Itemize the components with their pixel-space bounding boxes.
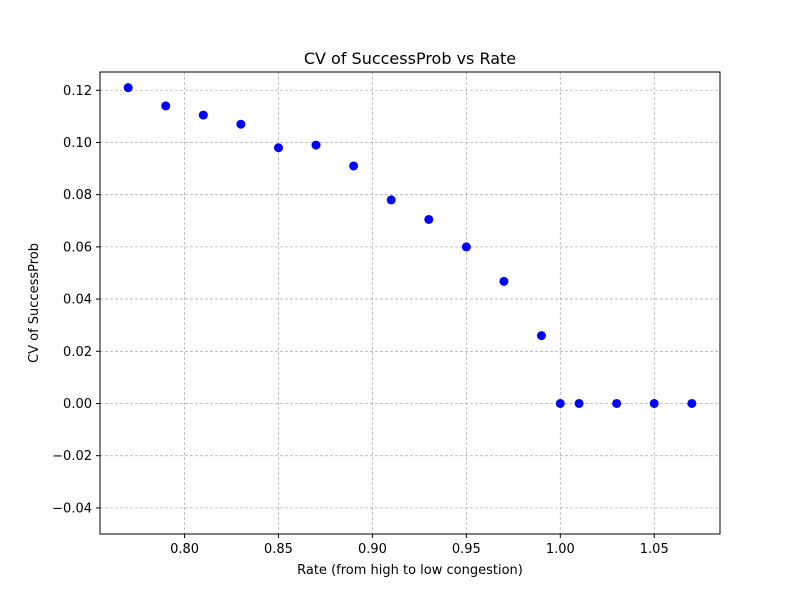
data-point — [198, 110, 208, 120]
y-axis-ticks: −0.04 −0.02 0.00 0.02 0.04 0.06 0.08 0.10 0.12 — [52, 84, 100, 516]
y-tick-label: 0.08 — [63, 188, 92, 203]
data-point — [499, 276, 509, 286]
data-point — [555, 398, 565, 408]
y-tick-label: −0.04 — [52, 501, 92, 516]
x-axis-ticks: 0.80 0.85 0.90 0.95 1.00 1.05 — [170, 534, 669, 557]
data-point — [612, 398, 622, 408]
y-axis-label: CV of SuccessProb — [27, 243, 42, 363]
data-point — [273, 143, 283, 153]
data-point — [574, 398, 584, 408]
data-point — [161, 101, 171, 111]
y-tick-label: 0.10 — [63, 136, 92, 151]
chart-title: CV of SuccessProb vs Rate — [304, 49, 516, 68]
y-tick-label: 0.12 — [63, 84, 92, 99]
data-point — [537, 331, 547, 341]
x-tick-label: 0.80 — [170, 542, 199, 557]
x-tick-label: 0.95 — [452, 542, 481, 557]
data-point — [424, 214, 434, 224]
data-point — [236, 119, 246, 129]
plot-frame — [99, 71, 721, 535]
data-point — [349, 161, 359, 171]
x-tick-label: 0.90 — [358, 542, 387, 557]
data-point — [123, 83, 133, 93]
data-point — [386, 195, 396, 205]
x-tick-label: 1.00 — [546, 542, 575, 557]
grid — [100, 72, 720, 534]
x-tick-label: 0.85 — [264, 542, 293, 557]
y-tick-label: 0.00 — [63, 397, 92, 412]
y-tick-label: 0.06 — [63, 240, 92, 255]
y-tick-label: 0.04 — [63, 293, 92, 308]
data-point — [461, 242, 471, 252]
y-tick-label: −0.02 — [52, 449, 92, 464]
data-point — [311, 140, 321, 150]
x-tick-label: 1.05 — [640, 542, 669, 557]
data-point — [649, 398, 659, 408]
x-axis-label: Rate (from high to low congestion) — [297, 563, 523, 578]
data-point — [687, 398, 697, 408]
y-tick-label: 0.02 — [63, 345, 92, 360]
data-points — [123, 83, 697, 408]
